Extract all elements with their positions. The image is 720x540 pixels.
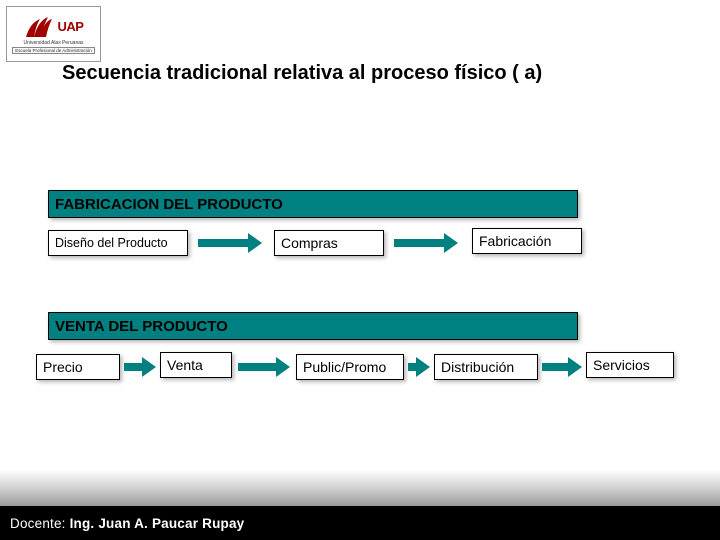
section-header-1: FABRICACION DEL PRODUCTO — [48, 190, 578, 218]
university-logo: UAP Universidad Alas Peruanas Escuela Pr… — [6, 6, 101, 62]
logo-line2: Escuela Profesional de Administración — [12, 47, 95, 54]
process-box: Venta — [160, 352, 232, 378]
flow-arrow-icon — [394, 233, 458, 258]
footer-label: Docente: — [10, 516, 70, 531]
process-box: Public/Promo — [296, 354, 404, 380]
process-box: Diseño del Producto — [48, 230, 188, 256]
wing-icon — [24, 15, 54, 39]
footer-gradient — [0, 470, 720, 506]
footer-bar: Docente: Ing. Juan A. Paucar Rupay — [0, 506, 720, 540]
process-box: Distribución — [434, 354, 538, 380]
flow-arrow-icon — [198, 233, 262, 258]
logo-top: UAP — [24, 15, 84, 39]
slide-title: Secuencia tradicional relativa al proces… — [62, 62, 542, 85]
section-header-2: VENTA DEL PRODUCTO — [48, 312, 578, 340]
flow-arrow-icon — [542, 357, 582, 382]
process-box: Precio — [36, 354, 120, 380]
process-box: Servicios — [586, 352, 674, 378]
flow-arrow-icon — [124, 357, 156, 382]
process-box: Fabricación — [472, 228, 582, 254]
footer-text: Docente: Ing. Juan A. Paucar Rupay — [10, 516, 244, 531]
logo-brand: UAP — [58, 19, 84, 34]
flow-arrow-icon — [408, 357, 430, 382]
process-box: Compras — [274, 230, 384, 256]
flow-arrow-icon — [238, 357, 290, 382]
footer-name: Ing. Juan A. Paucar Rupay — [70, 516, 245, 531]
logo-line1: Universidad Alas Peruanas — [23, 40, 83, 46]
